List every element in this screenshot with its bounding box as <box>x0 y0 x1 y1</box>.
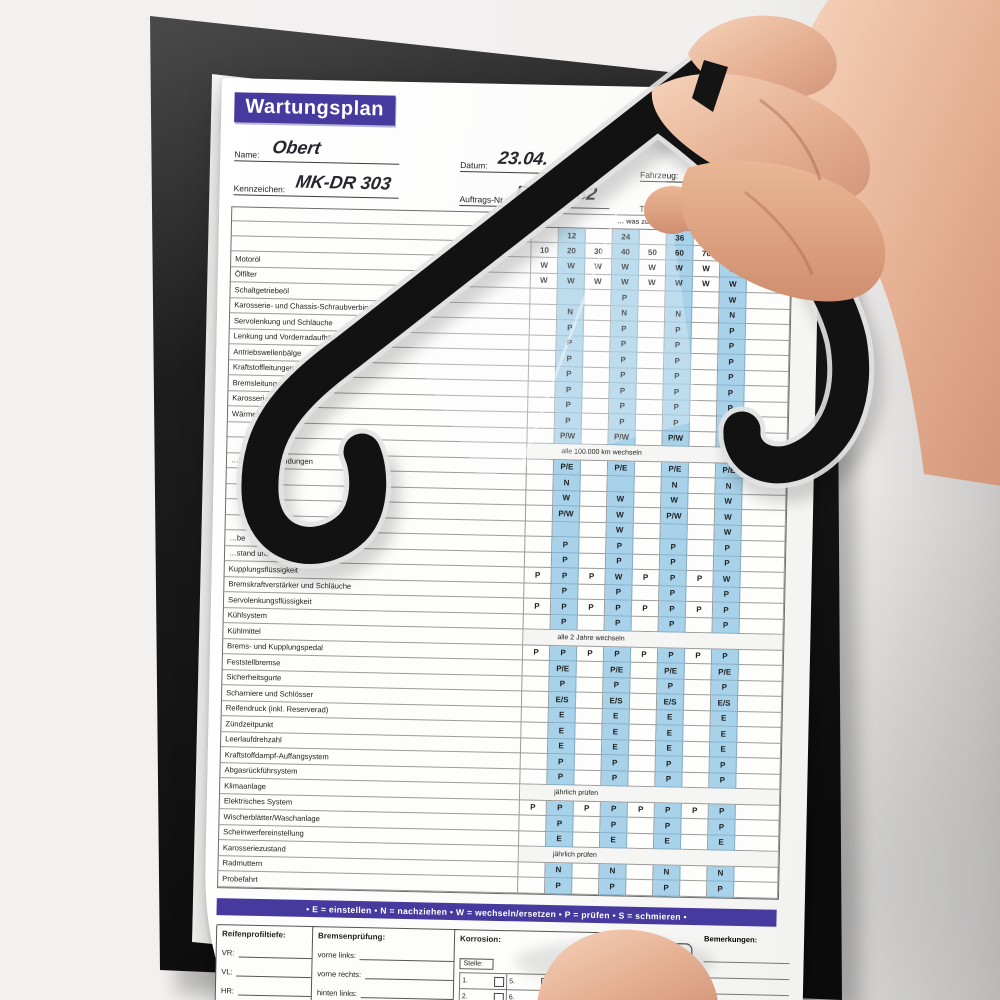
right-hand <box>644 0 1000 486</box>
palm-and-arm <box>799 0 1000 486</box>
clear-foil <box>400 140 700 478</box>
middle-finger <box>680 160 886 302</box>
strip-in-grip <box>692 60 728 112</box>
pointing-finger <box>515 929 718 1000</box>
foil-edge <box>518 149 642 471</box>
